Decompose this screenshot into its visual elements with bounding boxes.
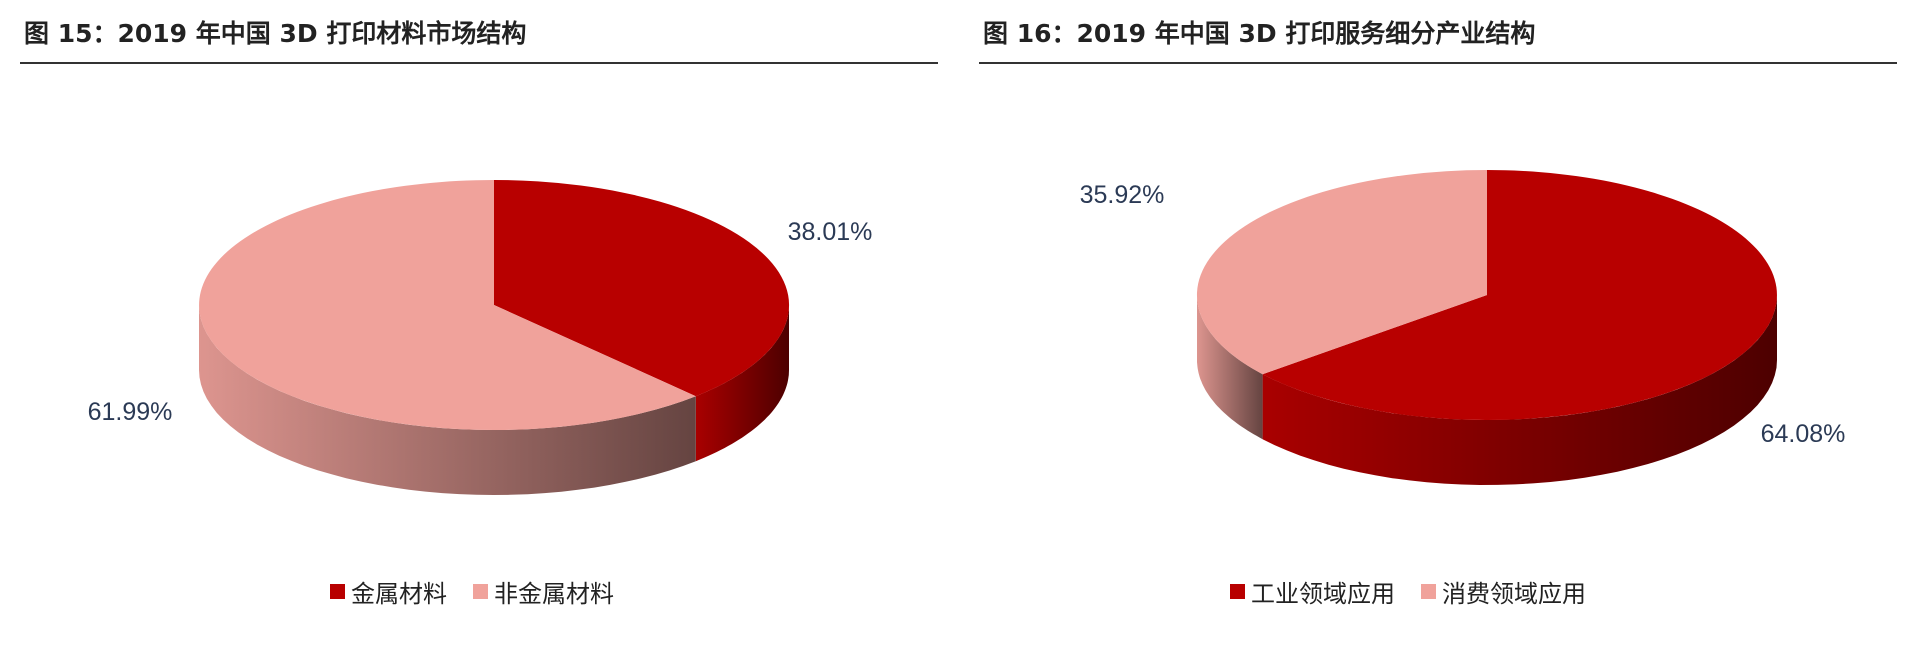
pie-chart-services: 64.08% 35.92% [1080,170,1846,485]
legend: 金属材料 非金属材料 [330,574,614,609]
legend-swatch [473,584,488,599]
pie-side-1 [1197,295,1263,440]
data-label: 38.01% [788,218,873,246]
legend-item-consumer: 消费领域应用 [1421,574,1586,609]
pie-slice-0 [494,180,790,397]
pie-slice-1 [1196,170,1487,375]
data-label: 64.08% [1761,420,1846,448]
pie-side-0 [1262,295,1777,485]
pie-chart-materials: 38.01% 61.99% [88,180,873,495]
pie-slice-1 [199,180,696,430]
chart-title: 图 16：2019 年中国 3D 打印服务细分产业结构 [983,19,1536,48]
data-label: 61.99% [88,398,173,426]
legend-swatch [1421,584,1436,599]
legend-item-industrial: 工业领域应用 [1230,574,1395,609]
legend-label: 工业领域应用 [1251,580,1395,608]
pie-slice-0 [1262,170,1777,420]
legend-label: 非金属材料 [494,580,614,608]
data-label: 35.92% [1080,181,1165,209]
legend-item-nonmetal: 非金属材料 [473,574,614,609]
pie-side-1 [199,305,696,495]
legend-swatch [330,584,345,599]
legend-swatch [1230,584,1245,599]
chart-panel-services: 图 16：2019 年中国 3D 打印服务细分产业结构 64.08% 35.92%… [955,0,1910,646]
title-divider [20,62,938,64]
chart-title: 图 15：2019 年中国 3D 打印材料市场结构 [24,19,527,48]
legend: 工业领域应用 消费领域应用 [1230,574,1586,609]
title-divider [979,62,1897,64]
legend-label: 消费领域应用 [1442,580,1586,608]
legend-item-metal: 金属材料 [330,574,447,609]
legend-label: 金属材料 [351,580,447,608]
chart-panel-materials: 图 15：2019 年中国 3D 打印材料市场结构 38.01% 61.99% 金… [20,19,938,609]
pie-side-0 [695,305,789,462]
